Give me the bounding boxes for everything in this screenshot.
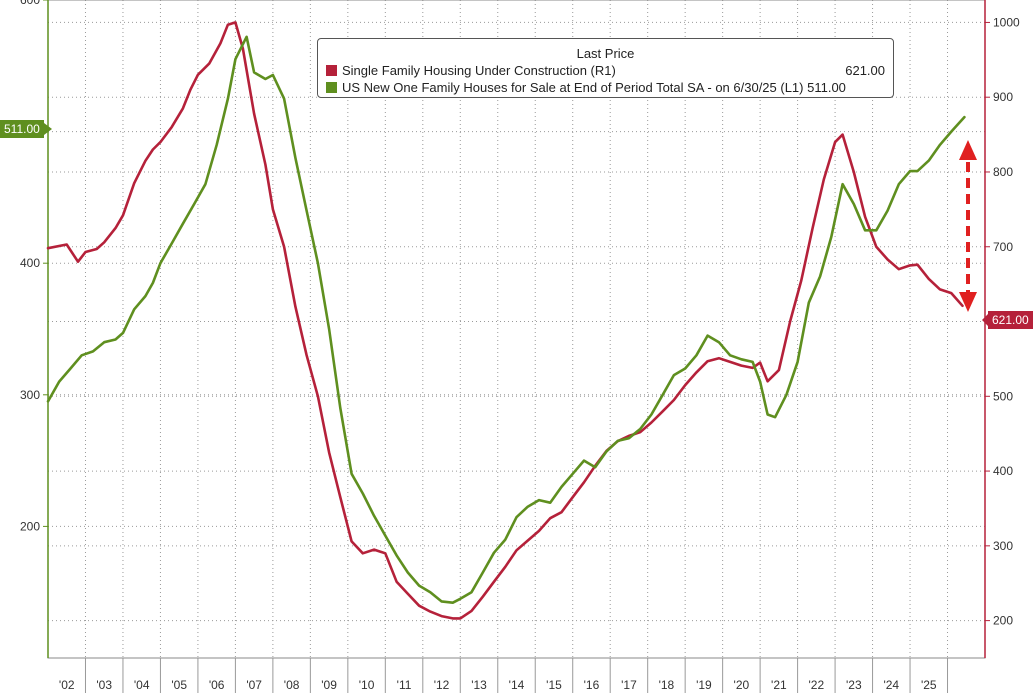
y-right-tick-label: 200 <box>993 614 1013 628</box>
series-line-under-construction <box>46 21 964 620</box>
x-tick-label: '18 <box>659 678 675 692</box>
legend-label: Single Family Housing Under Construction… <box>342 63 616 78</box>
legend-swatch-red <box>326 65 337 76</box>
y-right-tick-label: 300 <box>993 539 1013 553</box>
gridlines <box>48 0 985 658</box>
arrow-head-up <box>959 140 977 160</box>
legend-label: US New One Family Houses for Sale at End… <box>342 80 846 95</box>
legend: Last Price Single Family Housing Under C… <box>317 38 894 98</box>
last-value-badge-right: 621.00 <box>988 311 1033 329</box>
y-left-tick-label: 200 <box>20 519 40 533</box>
x-tick-label: '03 <box>96 678 112 692</box>
x-tick-label: '22 <box>809 678 825 692</box>
y-left-tick-label: 400 <box>20 256 40 270</box>
x-tick-label: '08 <box>284 678 300 692</box>
x-tick-label: '15 <box>546 678 562 692</box>
x-tick-label: '17 <box>621 678 637 692</box>
x-tick-label: '25 <box>921 678 937 692</box>
x-tick-label: '09 <box>321 678 337 692</box>
x-tick-label: '04 <box>134 678 150 692</box>
x-tick-label: '23 <box>846 678 862 692</box>
x-tick-label: '02 <box>59 678 75 692</box>
x-tick-label: '13 <box>471 678 487 692</box>
plot-frame <box>47 0 986 659</box>
last-value-badge-left: 511.00 <box>0 120 44 138</box>
axes: 2003004005006002003004005006007008009001… <box>20 0 1020 693</box>
legend-title: Last Price <box>576 46 635 61</box>
y-right-tick-label: 700 <box>993 240 1013 254</box>
x-tick-label: '07 <box>246 678 262 692</box>
legend-entry-houses-for-sale: US New One Family Houses for Sale at End… <box>326 80 885 96</box>
y-right-tick-label: 500 <box>993 389 1013 403</box>
arrow-head-down <box>959 292 977 312</box>
series-lines <box>46 21 966 620</box>
y-right-tick-label: 900 <box>993 90 1013 104</box>
y-right-tick-label: 1000 <box>993 15 1020 29</box>
legend-swatch-green <box>326 82 337 93</box>
y-left-tick-label: 600 <box>20 0 40 7</box>
legend-last-value: 621.00 <box>845 63 885 78</box>
annotation-arrow <box>44 123 988 326</box>
legend-entry-housing-under-construction: Single Family Housing Under Construction… <box>326 63 885 79</box>
y-right-tick-label: 400 <box>993 464 1013 478</box>
y-right-tick-label: 800 <box>993 165 1013 179</box>
x-tick-label: '20 <box>734 678 750 692</box>
x-tick-label: '10 <box>359 678 375 692</box>
series-line-houses-for-sale <box>46 35 966 605</box>
x-tick-label: '21 <box>771 678 787 692</box>
x-tick-label: '05 <box>171 678 187 692</box>
x-tick-label: '06 <box>209 678 225 692</box>
x-tick-label: '12 <box>434 678 450 692</box>
x-tick-label: '11 <box>397 678 412 692</box>
x-tick-label: '16 <box>584 678 600 692</box>
x-tick-label: '24 <box>883 678 899 692</box>
badge-pointer-right <box>982 314 988 326</box>
x-tick-label: '19 <box>696 678 712 692</box>
y-left-tick-label: 300 <box>20 388 40 402</box>
x-tick-label: '14 <box>509 678 525 692</box>
badge-pointer-left <box>44 123 52 135</box>
